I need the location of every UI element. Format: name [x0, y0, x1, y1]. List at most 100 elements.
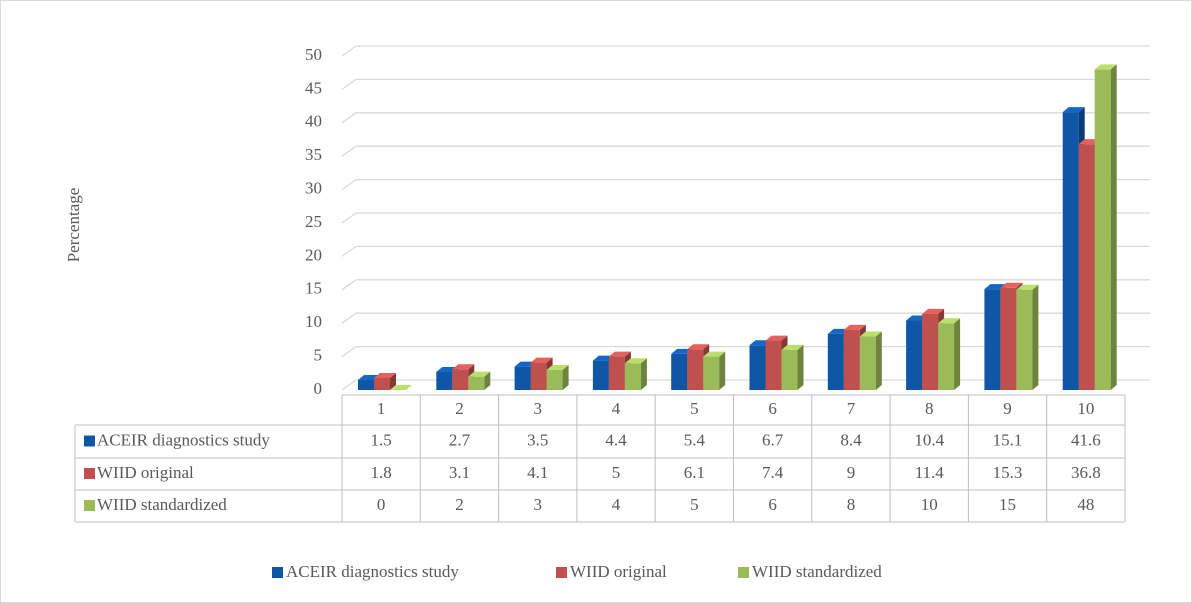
- bar-front: [436, 371, 453, 390]
- table-value: 41.6: [1071, 430, 1101, 449]
- table-value: 9: [847, 463, 856, 482]
- row-label: ACEIR diagnostics study: [97, 430, 270, 449]
- x-tick-label: 6: [768, 399, 777, 418]
- bar-front: [1016, 289, 1033, 390]
- bar-top: [530, 357, 553, 363]
- table-value: 7.4: [762, 463, 784, 482]
- bar-front: [765, 340, 782, 390]
- bar-top: [781, 344, 804, 350]
- x-tick-label: 8: [925, 399, 934, 418]
- y-tick-label: 35: [305, 145, 322, 164]
- grid-line: [341, 145, 1150, 157]
- bar-top: [938, 318, 961, 324]
- y-tick-label: 30: [305, 179, 322, 198]
- bar: [374, 372, 396, 390]
- bar-front: [608, 356, 625, 390]
- y-tick-label: 20: [305, 245, 322, 264]
- bar: [938, 318, 961, 390]
- table-value: 1.8: [371, 463, 392, 482]
- bar-front: [749, 345, 766, 390]
- legend-label: ACEIR diagnostics study: [286, 562, 459, 581]
- bar-side: [954, 318, 961, 390]
- bar-top: [546, 364, 569, 370]
- table-value: 4: [612, 495, 621, 514]
- grid-line: [341, 279, 1150, 291]
- bar-side: [1032, 284, 1039, 390]
- y-tick-label: 0: [314, 379, 323, 398]
- bar-side: [875, 331, 882, 390]
- bar-top: [452, 364, 475, 370]
- bar: [1094, 64, 1117, 391]
- bar-front: [984, 289, 1001, 390]
- bar-side: [390, 372, 396, 390]
- table-value: 6.1: [684, 463, 705, 482]
- table-value: 0: [377, 495, 386, 514]
- bar: [859, 331, 882, 390]
- table-value: 11.4: [915, 463, 945, 482]
- table-value: 6.7: [762, 430, 784, 449]
- grid-line: [341, 345, 1150, 358]
- table-value: 3.5: [527, 430, 548, 449]
- grid-line: [341, 212, 1150, 224]
- x-tick-label: 7: [847, 399, 856, 418]
- bar: [468, 371, 491, 390]
- bar-side: [1110, 64, 1117, 391]
- bar-side: [640, 358, 647, 390]
- bar-top: [390, 385, 412, 390]
- legend-swatch: [272, 567, 283, 578]
- table-value: 1.5: [371, 430, 392, 449]
- bar: [624, 358, 647, 390]
- bar-top: [687, 344, 710, 350]
- table-value: 5.4: [684, 430, 706, 449]
- legend-label: WIID original: [570, 562, 667, 581]
- table-value: 3.1: [449, 463, 470, 482]
- bar-front: [358, 379, 374, 390]
- bar-front: [530, 362, 547, 390]
- table-value: 8.4: [840, 430, 862, 449]
- bar-front: [827, 333, 844, 390]
- x-tick-label: 4: [612, 399, 621, 418]
- bar-front: [1078, 144, 1095, 390]
- legend-label: WIID standardized: [752, 562, 882, 581]
- y-tick-label: 15: [305, 279, 322, 298]
- bar-side: [719, 351, 726, 390]
- table-value: 48: [1077, 495, 1094, 514]
- table-value: 15.3: [993, 463, 1023, 482]
- bar-front: [703, 356, 720, 390]
- row-label: WIID original: [97, 463, 194, 482]
- table-value: 10.4: [914, 430, 944, 449]
- bar-front: [624, 363, 641, 390]
- legend-swatch: [84, 468, 95, 479]
- bar-top: [1062, 107, 1085, 113]
- bar-front: [843, 329, 860, 390]
- bar-front: [452, 369, 469, 390]
- bar-front: [546, 369, 563, 390]
- bar-front: [468, 376, 485, 390]
- y-tick-label: 50: [305, 45, 322, 64]
- x-tick-label: 1: [377, 399, 386, 418]
- bar-side: [562, 364, 569, 390]
- y-tick-label: 40: [305, 112, 322, 131]
- bar: [390, 385, 412, 390]
- y-tick-label: 45: [305, 78, 322, 97]
- grid-line: [341, 379, 1150, 391]
- bar-front: [1094, 69, 1111, 391]
- bar: [546, 364, 569, 390]
- bar-top: [1016, 284, 1039, 290]
- grid-line: [341, 312, 1150, 324]
- legend-swatch: [84, 435, 95, 447]
- y-axis-title: Percentage: [64, 188, 83, 263]
- bar-top: [1000, 282, 1023, 288]
- bar-top: [608, 351, 631, 357]
- table-value: 2.7: [449, 430, 471, 449]
- bar-top: [843, 324, 866, 330]
- table-value: 4.4: [605, 430, 627, 449]
- grid-line: [341, 178, 1150, 191]
- bar-top: [859, 331, 882, 337]
- table-value: 3: [534, 495, 543, 514]
- bar-front: [781, 349, 798, 390]
- x-tick-label: 10: [1077, 399, 1094, 418]
- bar-top: [703, 351, 726, 357]
- bar-top: [922, 308, 945, 314]
- bar-front: [922, 313, 939, 390]
